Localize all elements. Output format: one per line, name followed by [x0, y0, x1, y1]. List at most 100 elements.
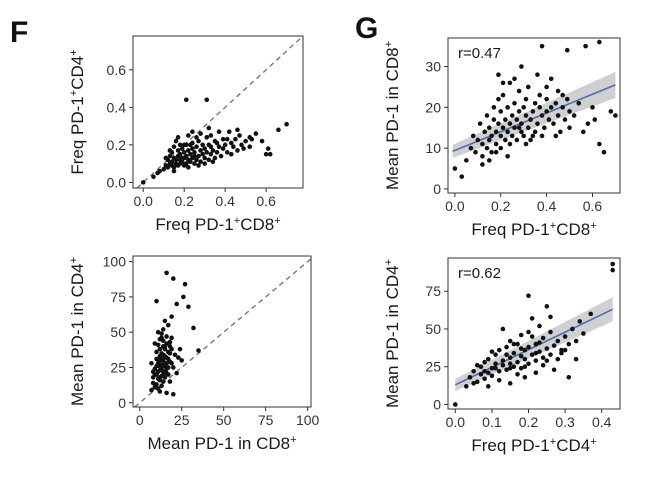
- data-point: [562, 117, 568, 122]
- y-tick-label: 0.6: [107, 62, 127, 78]
- y-tick-label: 30: [425, 59, 441, 75]
- data-point: [511, 341, 517, 347]
- data-point: [192, 161, 197, 166]
- plot-frame: [132, 35, 304, 189]
- data-point: [212, 155, 218, 161]
- y-tick-label: 0: [118, 395, 126, 411]
- data-point: [507, 141, 513, 147]
- data-point: [194, 144, 199, 150]
- data-point: [177, 142, 183, 148]
- data-point: [177, 151, 183, 157]
- x-tick-label: 0.4: [537, 198, 557, 214]
- data-point: [544, 109, 549, 114]
- data-point: [470, 133, 476, 139]
- data-point: [484, 113, 490, 118]
- data-point: [188, 142, 193, 148]
- data-point: [548, 329, 553, 335]
- data-point: [512, 125, 517, 131]
- data-point: [500, 326, 506, 332]
- data-point: [533, 370, 539, 376]
- data-point: [559, 350, 564, 356]
- data-point: [521, 133, 526, 139]
- data-point: [224, 136, 230, 142]
- data-point: [204, 135, 210, 140]
- data-point: [519, 64, 524, 69]
- data-point: [188, 151, 193, 157]
- data-point: [522, 347, 528, 353]
- data-point: [511, 350, 517, 356]
- data-point: [521, 105, 526, 110]
- data-point: [224, 150, 230, 155]
- data-point: [493, 149, 499, 155]
- scatter-panel-g-bottom: 0.0 0.1 0.2 0.3 0.4 0 25 50 75 Freq PD-1+CD4+ Mean…: [383, 257, 621, 455]
- x-tick-label: 50: [216, 412, 232, 428]
- data-point: [157, 389, 163, 394]
- data-point: [169, 159, 175, 165]
- data-point: [544, 84, 549, 90]
- scatter-panel-f-top: 0.0 0.2 0.4 0.6 0.0 0.2 0.4 0.6 Freq PD-1+CD8+ Fr…: [68, 35, 304, 234]
- data-point: [208, 133, 214, 138]
- data-point: [523, 141, 529, 147]
- data-point: [528, 137, 533, 143]
- data-point: [529, 352, 535, 357]
- data-point: [263, 151, 269, 157]
- data-point: [179, 358, 184, 363]
- data-point: [537, 349, 542, 354]
- data-point: [496, 96, 501, 102]
- data-point: [566, 341, 572, 347]
- y-axis-label: Mean PD-1 in CD8+: [383, 41, 402, 190]
- data-point: [175, 148, 181, 153]
- data-point: [535, 121, 540, 126]
- data-point: [592, 117, 598, 122]
- data-point: [489, 149, 494, 155]
- data-point: [183, 161, 189, 166]
- data-point: [522, 374, 528, 380]
- data-point: [265, 146, 271, 151]
- x-tick-label: 0.6: [583, 198, 603, 214]
- data-point: [471, 368, 476, 374]
- data-point: [496, 368, 502, 374]
- data-point: [590, 105, 595, 110]
- data-point: [523, 96, 529, 102]
- data-point: [474, 379, 480, 385]
- data-point: [218, 153, 224, 159]
- plot-area: [134, 258, 311, 407]
- x-tick-label: 100: [296, 412, 320, 428]
- data-point: [507, 80, 513, 86]
- data-point: [200, 151, 205, 157]
- data-point: [489, 373, 495, 379]
- y-axis-label: Mean PD-1 in CD4+: [383, 259, 402, 408]
- data-point: [519, 129, 524, 135]
- data-point: [533, 350, 539, 356]
- data-point: [514, 137, 520, 143]
- data-point: [588, 311, 594, 317]
- data-point: [482, 368, 487, 374]
- data-point: [581, 331, 586, 336]
- data-point: [505, 129, 510, 135]
- data-point: [511, 364, 517, 370]
- data-point: [475, 137, 481, 143]
- data-point: [516, 125, 522, 131]
- data-point: [176, 355, 181, 360]
- data-point: [210, 148, 216, 153]
- data-point: [496, 72, 501, 78]
- data-point: [505, 153, 510, 159]
- x-tick-label: 0: [136, 412, 144, 428]
- data-point: [471, 381, 476, 386]
- data-point: [498, 133, 504, 139]
- data-point: [169, 150, 175, 155]
- data-point: [530, 109, 536, 114]
- data-point: [546, 117, 552, 122]
- data-point: [160, 352, 166, 358]
- data-point: [503, 117, 508, 122]
- data-point: [216, 144, 222, 150]
- data-point: [233, 136, 238, 142]
- data-point: [159, 383, 164, 389]
- data-point: [181, 142, 187, 148]
- data-point: [140, 180, 146, 185]
- data-point: [214, 150, 220, 155]
- data-point: [532, 129, 538, 135]
- data-point: [489, 349, 495, 354]
